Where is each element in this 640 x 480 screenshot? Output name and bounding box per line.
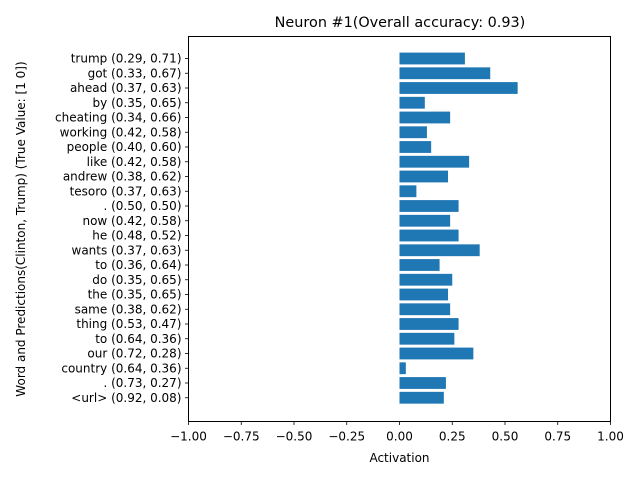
x-tick-label: 0.50: [492, 430, 519, 444]
bars-group: [399, 52, 518, 404]
bar: [399, 170, 449, 183]
y-tick-label: people (0.40, 0.60): [67, 140, 182, 154]
bar: [399, 377, 446, 389]
bar: [399, 332, 455, 345]
x-tick-label: −1.00: [170, 430, 207, 444]
y-tick-label: . (0.50, 0.50): [103, 199, 181, 213]
y-tick-label: working (0.42, 0.58): [60, 125, 182, 139]
bar: [399, 347, 474, 360]
bar: [399, 214, 451, 227]
bar: [399, 82, 518, 94]
x-tick-label: 0.75: [544, 430, 571, 444]
y-tick-label: like (0.42, 0.58): [87, 155, 182, 169]
bar: [399, 244, 480, 257]
y-tick-label: same (0.38, 0.62): [75, 302, 182, 316]
bar: [399, 303, 451, 316]
x-tick-label: −0.75: [223, 430, 260, 444]
x-tick-label: 1.00: [597, 430, 624, 444]
bar: [399, 288, 449, 301]
y-tick-label: country (0.64, 0.36): [61, 361, 181, 375]
bar: [399, 155, 470, 168]
bar: [399, 273, 453, 286]
bar: [399, 391, 444, 404]
x-tick-group: −1.00 −0.75 −0.50 −0.25 0.00 0.25 0.50 0.75 1.00: [170, 421, 624, 444]
y-tick-label: <url> (0.92, 0.08): [71, 391, 181, 405]
bar: [399, 126, 427, 139]
y-tick-label: trump (0.29, 0.71): [71, 52, 182, 66]
y-tick-label: wants (0.37, 0.63): [72, 243, 182, 257]
plot-frame: [188, 36, 611, 422]
y-tick-label: by (0.35, 0.65): [93, 96, 182, 110]
x-tick-label: 0.25: [439, 430, 466, 444]
bar: [399, 318, 459, 330]
y-tick-label: tesoro (0.37, 0.63): [70, 184, 182, 198]
y-tick-label: to (0.36, 0.64): [95, 258, 181, 272]
y-axis-label: Word and Predictions(Clinton, Trump) (Tr…: [14, 61, 28, 396]
y-tick-label: got (0.33, 0.67): [88, 66, 182, 80]
chart-title: Neuron #1(Overall accuracy: 0.93): [275, 15, 526, 31]
x-axis-label: Activation: [369, 451, 429, 465]
y-tick-label: andrew (0.38, 0.62): [63, 170, 182, 184]
bar: [399, 96, 425, 109]
y-tick-label: cheating (0.34, 0.66): [55, 111, 181, 125]
bar: [399, 141, 432, 153]
y-tick-label: he (0.48, 0.52): [92, 229, 181, 243]
bar: [399, 259, 440, 271]
bar: [399, 67, 491, 80]
y-tick-label: the (0.35, 0.65): [88, 288, 182, 302]
y-tick-group: trump (0.29, 0.71)got (0.33, 0.67)ahead …: [55, 52, 189, 405]
bar: [399, 229, 459, 242]
bar: [399, 362, 406, 375]
x-tick-label: 0.00: [386, 430, 413, 444]
y-tick-label: to (0.64, 0.36): [95, 332, 181, 346]
y-tick-label: . (0.73, 0.27): [103, 376, 181, 390]
x-tick-label: −0.25: [328, 430, 365, 444]
y-tick-label: ahead (0.37, 0.63): [70, 81, 182, 95]
y-tick-label: our (0.72, 0.28): [87, 347, 181, 361]
y-tick-label: do (0.35, 0.65): [92, 273, 181, 287]
y-tick-label: now (0.42, 0.58): [82, 214, 181, 228]
y-tick-label: thing (0.53, 0.47): [76, 317, 181, 331]
bar: [399, 111, 451, 124]
x-tick-label: −0.50: [276, 430, 313, 444]
bar: [399, 185, 417, 198]
bar: [399, 52, 465, 65]
bar: [399, 200, 459, 212]
